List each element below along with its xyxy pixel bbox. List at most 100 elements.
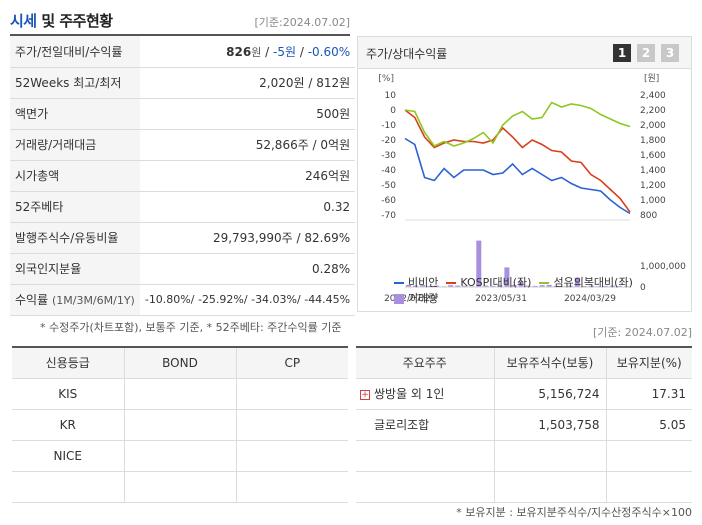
left-tick-label: -60 <box>381 196 396 206</box>
volume-bar <box>504 267 510 287</box>
volume-bar <box>511 284 517 287</box>
section-title: 시세 및 주주현황 <box>10 10 113 31</box>
label-foreign: 외국인지분율 <box>10 253 140 285</box>
value-beta: 0.32 <box>139 191 356 223</box>
chart-header: 주가/상대수익률 1 2 3 <box>358 37 691 69</box>
left-tick-label: -30 <box>381 151 396 161</box>
right-tick-label: 2,000 <box>640 121 666 131</box>
return-1m: -10.80% <box>144 293 191 306</box>
chart-legend: 비비안 KOSPI대비(좌) 섬유의복대비(좌) 거래량 <box>394 275 684 307</box>
expand-holder-button[interactable]: + <box>360 389 370 400</box>
label-face: 액면가 <box>10 98 140 130</box>
holder-shares <box>493 439 607 472</box>
legend-label: 비비안 <box>408 276 439 289</box>
volume-tick-label: 0 <box>640 283 646 293</box>
holder-name <box>356 439 495 472</box>
volume-bar <box>553 285 559 287</box>
holder-name <box>356 470 495 503</box>
credit-agency <box>12 470 125 503</box>
chart-panel: 주가/상대수익률 1 2 3 [%] [원] 10 0 -10 -20 -30 -40 -50-… <box>357 36 692 312</box>
left-tick-label: -50 <box>381 181 396 191</box>
volume-bar <box>602 285 608 287</box>
legend-line-swatch <box>394 282 404 284</box>
left-axis-unit: [%] <box>378 74 394 84</box>
legend-label: 섬유의복대비(좌) <box>553 276 633 289</box>
holder-shares: 1,503,758 <box>493 408 607 441</box>
right-tick-label: 1,800 <box>640 136 666 146</box>
row-beta: 52주베타 0.32 <box>10 191 356 223</box>
label-beta: 52주베타 <box>10 191 140 223</box>
section-title-accent: 시세 <box>10 12 37 30</box>
top-rule <box>10 34 350 36</box>
volume-bar <box>497 285 503 287</box>
price-change: -5원 <box>273 44 297 59</box>
volume-bar <box>539 285 545 287</box>
legend-line-swatch <box>539 282 550 284</box>
holder-pct: 5.05 <box>605 408 692 441</box>
label-shares: 발행주식수/유동비율 <box>10 222 140 254</box>
return-1y: -44.45% <box>304 293 351 306</box>
credit-cp <box>235 377 348 410</box>
row-52w: 52Weeks 최고/최저 2,020원 / 812원 <box>10 67 356 99</box>
value-shares: 29,793,990주 / 82.69% <box>139 222 356 254</box>
legend-label: KOSPI대비(좌) <box>460 276 532 289</box>
holders-header-shares: 보유주식수(보통) <box>493 347 607 379</box>
left-tick-label: -20 <box>381 136 396 146</box>
holder-shares: 5,156,724 <box>493 377 607 410</box>
chart-page-1-button[interactable]: 1 <box>613 44 631 62</box>
row-volume: 거래량/거래대금 52,866주 / 0억원 <box>10 129 356 161</box>
credit-rating-table: 신용등급 BOND CP KIS KR NICE <box>12 346 348 503</box>
holders-header-name: 주요주주 <box>356 347 495 379</box>
credit-agency: KR <box>12 408 125 441</box>
legend-item: 섬유의복대비(좌) <box>539 275 633 291</box>
credit-bond <box>123 439 237 472</box>
value-face: 500원 <box>139 98 356 130</box>
value-returns: -10.80%/ -25.92%/ -34.03%/ -44.45% <box>139 284 356 316</box>
holder-name: 글로리조합 <box>356 408 495 441</box>
table-row: KIS <box>12 377 348 410</box>
table-row: KR <box>12 408 348 441</box>
label-returns: 수익률 (1M/3M/6M/1Y) <box>10 284 140 316</box>
row-mcap: 시가총액 246억원 <box>10 160 356 192</box>
value-volume: 52,866주 / 0억원 <box>139 129 356 161</box>
table-row: + 쌍방울 외 1인 5,156,724 17.31 <box>356 377 692 410</box>
legend-label: 거래량 <box>408 292 439 305</box>
credit-agency: KIS <box>12 377 125 410</box>
volume-bar <box>406 284 411 287</box>
holder-shares <box>493 470 607 503</box>
label-returns-main: 수익률 <box>15 293 49 307</box>
chart-title: 주가/상대수익률 <box>366 47 448 61</box>
volume-bar <box>434 285 440 287</box>
credit-cp <box>235 439 348 472</box>
volume-bar <box>476 240 482 287</box>
value-price: 826원 / -5원 / -0.60% <box>139 36 356 68</box>
row-face: 액면가 500원 <box>10 98 356 130</box>
series-line <box>404 137 631 215</box>
value-mcap: 246억원 <box>139 160 356 192</box>
volume-bar <box>616 285 622 287</box>
chart-page-3-button[interactable]: 3 <box>661 44 679 62</box>
right-tick-label: 2,400 <box>640 91 666 101</box>
credit-bond <box>123 377 237 410</box>
right-tick-label: 2,200 <box>640 106 666 116</box>
x-tick-label: 2022/07/29 <box>384 294 436 304</box>
holders-note: * 보유지분 : 보유지분주식수/지수산정주식수×100 <box>456 506 692 519</box>
price-info-table: 주가/전일대비/수익률 826원 / -5원 / -0.60% 52Weeks … <box>10 36 356 316</box>
left-tick-label: 0 <box>390 106 396 116</box>
legend-box-swatch <box>394 294 404 304</box>
volume-bar <box>455 285 461 287</box>
credit-cp <box>235 470 348 503</box>
right-tick-label: 1,400 <box>640 166 666 176</box>
holder-pct <box>605 439 692 472</box>
chart-page-2-button[interactable]: 2 <box>637 44 655 62</box>
label-52w: 52Weeks 최고/최저 <box>10 67 140 99</box>
volume-bar <box>448 285 454 287</box>
value-52w: 2,020원 / 812원 <box>139 67 356 99</box>
left-tick-label: 10 <box>385 91 397 101</box>
row-shares: 발행주식수/유동비율 29,793,990주 / 82.69% <box>10 222 356 254</box>
volume-bar <box>413 285 418 287</box>
volume-bar <box>609 285 615 287</box>
right-tick-label: 1,200 <box>640 181 666 191</box>
row-price: 주가/전일대비/수익률 826원 / -5원 / -0.60% <box>10 36 356 68</box>
table-row <box>356 470 692 503</box>
